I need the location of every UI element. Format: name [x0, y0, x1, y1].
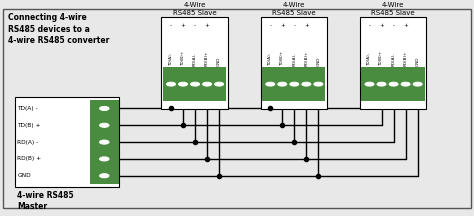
- Text: TD(A) -: TD(A) -: [17, 106, 38, 111]
- Text: 4-wire RS485
Master: 4-wire RS485 Master: [17, 191, 74, 211]
- Circle shape: [413, 82, 422, 86]
- Text: TD(B)+: TD(B)+: [280, 51, 284, 66]
- Text: Connecting 4-wire
RS485 devices to a
4-wire RS485 converter: Connecting 4-wire RS485 devices to a 4-w…: [8, 13, 109, 45]
- Text: RD(B) +: RD(B) +: [17, 156, 41, 161]
- Circle shape: [365, 82, 374, 86]
- Circle shape: [100, 106, 109, 111]
- Text: -: -: [170, 23, 172, 28]
- FancyBboxPatch shape: [15, 97, 119, 187]
- Circle shape: [314, 82, 323, 86]
- FancyBboxPatch shape: [163, 67, 226, 101]
- Circle shape: [389, 82, 398, 86]
- Circle shape: [377, 82, 386, 86]
- Circle shape: [191, 82, 200, 86]
- FancyBboxPatch shape: [161, 17, 228, 109]
- Text: TD(A)-: TD(A)-: [169, 53, 173, 66]
- FancyBboxPatch shape: [360, 17, 426, 109]
- FancyBboxPatch shape: [3, 9, 471, 208]
- Text: TD(B) +: TD(B) +: [17, 123, 41, 128]
- Circle shape: [166, 82, 175, 86]
- Text: -: -: [293, 23, 295, 28]
- Text: +: +: [280, 23, 285, 28]
- Text: RD(A) -: RD(A) -: [17, 140, 38, 145]
- Text: RD(A)-: RD(A)-: [292, 52, 296, 66]
- Text: +: +: [304, 23, 309, 28]
- FancyBboxPatch shape: [90, 100, 119, 184]
- Text: TD(A)-: TD(A)-: [268, 53, 272, 66]
- FancyBboxPatch shape: [261, 17, 327, 109]
- Circle shape: [202, 82, 211, 86]
- Text: TD(B)+: TD(B)+: [380, 51, 383, 66]
- Text: GND: GND: [416, 57, 419, 66]
- Circle shape: [278, 82, 287, 86]
- Circle shape: [302, 82, 311, 86]
- Circle shape: [179, 82, 188, 86]
- Text: 4-Wire
RS485 Slave: 4-Wire RS485 Slave: [371, 2, 415, 16]
- Text: RD(A)-: RD(A)-: [392, 52, 396, 66]
- Circle shape: [100, 157, 109, 161]
- Circle shape: [290, 82, 299, 86]
- Circle shape: [401, 82, 410, 86]
- Text: RD(B)+: RD(B)+: [304, 51, 309, 66]
- Text: 4-Wire
RS485 Slave: 4-Wire RS485 Slave: [173, 2, 216, 16]
- FancyBboxPatch shape: [361, 67, 425, 101]
- Circle shape: [100, 123, 109, 127]
- Text: -: -: [368, 23, 371, 28]
- Text: 4-Wire
RS485 Slave: 4-Wire RS485 Slave: [272, 2, 316, 16]
- Circle shape: [100, 174, 109, 178]
- Text: +: +: [379, 23, 384, 28]
- Text: TD(A)-: TD(A)-: [367, 53, 372, 66]
- Text: +: +: [205, 23, 210, 28]
- Circle shape: [100, 140, 109, 144]
- Text: GND: GND: [316, 57, 320, 66]
- Text: GND: GND: [17, 173, 31, 178]
- Text: +: +: [403, 23, 408, 28]
- Text: RD(A)-: RD(A)-: [193, 52, 197, 66]
- Text: -: -: [269, 23, 271, 28]
- Text: RD(B)+: RD(B)+: [205, 51, 209, 66]
- Text: -: -: [392, 23, 394, 28]
- Text: GND: GND: [217, 57, 221, 66]
- Circle shape: [266, 82, 275, 86]
- Text: -: -: [194, 23, 196, 28]
- Text: +: +: [181, 23, 185, 28]
- FancyBboxPatch shape: [262, 67, 325, 101]
- Circle shape: [215, 82, 224, 86]
- Text: TD(B)+: TD(B)+: [181, 51, 185, 66]
- Text: RD(B)+: RD(B)+: [403, 51, 408, 66]
